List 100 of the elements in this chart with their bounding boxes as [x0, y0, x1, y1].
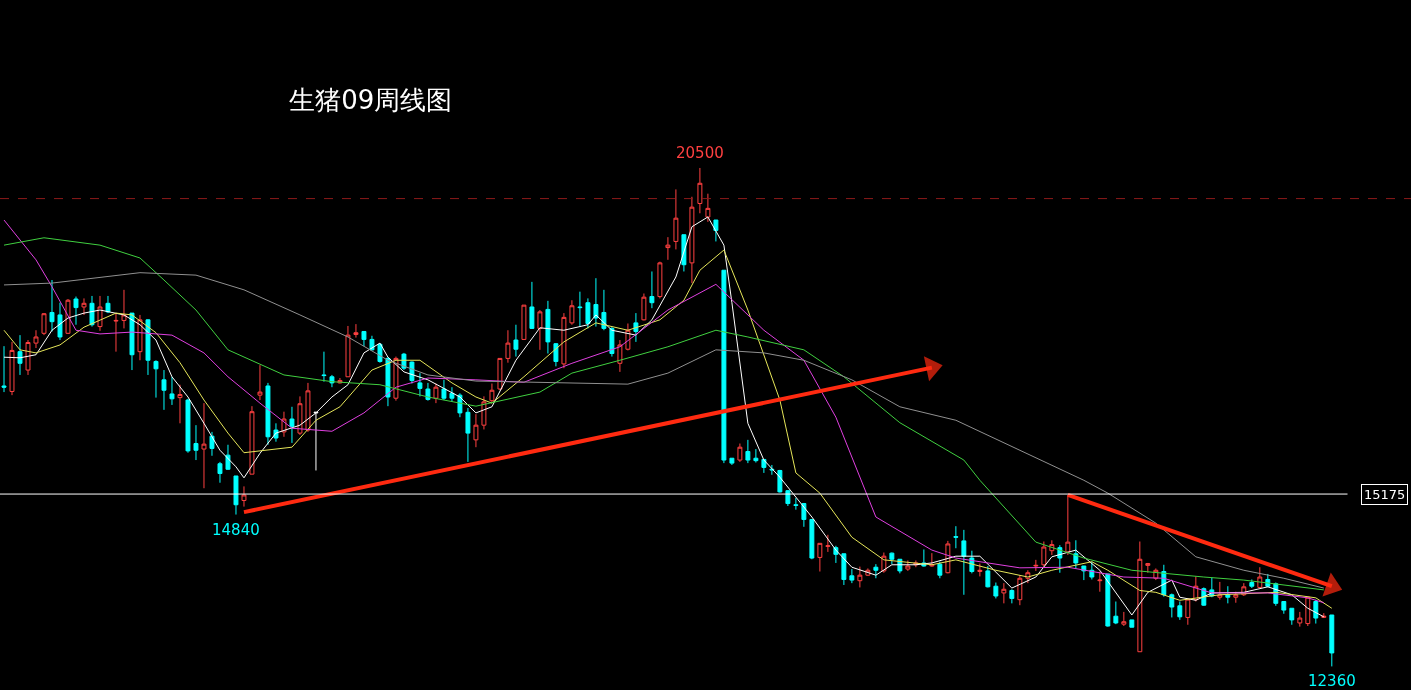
candlestick	[993, 582, 999, 599]
candlestick	[321, 351, 327, 383]
candlestick	[641, 293, 647, 321]
candlestick	[1113, 601, 1119, 625]
candlestick	[657, 261, 663, 299]
candlestick	[737, 443, 743, 463]
candlestick	[825, 534, 831, 553]
candlestick	[537, 309, 543, 351]
candlestick	[73, 296, 79, 326]
candlestick	[1033, 559, 1039, 572]
candlestick	[313, 411, 319, 471]
candlestick	[929, 552, 935, 568]
candlestick	[161, 369, 167, 411]
candlestick	[441, 379, 447, 401]
candlestick	[689, 196, 695, 284]
candlestick	[1009, 588, 1015, 604]
candlestick	[1289, 607, 1295, 626]
candlestick	[905, 559, 911, 572]
candlestick	[265, 382, 271, 446]
candlestick	[257, 364, 263, 401]
candlestick	[577, 291, 583, 328]
candlestick	[561, 312, 567, 369]
candlestick	[145, 318, 151, 376]
candlestick	[177, 384, 183, 424]
candlestick	[697, 167, 703, 214]
candlestick	[553, 342, 559, 367]
candlestick	[169, 376, 175, 406]
candlestick	[289, 406, 295, 444]
candlestick	[9, 341, 15, 396]
candlestick	[305, 382, 311, 433]
candlestick	[433, 383, 439, 404]
candlestick	[201, 402, 207, 489]
candlestick	[1177, 601, 1183, 621]
annotation: 12360	[1308, 672, 1356, 690]
candlestick	[481, 395, 487, 430]
candlestick	[1041, 541, 1047, 568]
candlestick	[249, 405, 255, 475]
candlestick	[521, 304, 527, 341]
candlestick	[353, 323, 359, 339]
candlestick	[1169, 593, 1175, 618]
candlestick	[81, 297, 87, 316]
candlestick	[585, 297, 591, 329]
annotation: 14840	[212, 521, 260, 539]
candlestick	[1017, 574, 1023, 606]
candlestick	[49, 279, 55, 332]
candlestick	[593, 277, 599, 328]
candlestick	[713, 219, 719, 242]
candlestick	[1217, 581, 1223, 601]
candlestick	[817, 542, 823, 573]
candlestick	[1137, 541, 1143, 653]
candlestick	[1225, 585, 1231, 604]
candlestick	[857, 566, 863, 588]
candlestick	[121, 289, 127, 329]
candlestick	[753, 448, 759, 464]
candlestick	[1, 345, 7, 393]
candlestick	[849, 568, 855, 584]
candlestick	[745, 439, 751, 464]
candlestick	[473, 413, 479, 448]
candlestick	[417, 372, 423, 397]
candlestick	[361, 330, 367, 347]
candlestick	[841, 553, 847, 586]
candlestick	[793, 497, 799, 511]
candlestick	[1281, 601, 1287, 615]
candlestick	[889, 552, 895, 565]
candlestick	[233, 475, 239, 516]
candlestick	[873, 563, 879, 579]
candlestick	[465, 407, 471, 463]
candlestick	[33, 329, 39, 349]
candlestick	[505, 329, 511, 364]
candlestick	[113, 312, 119, 353]
candlestick	[1249, 578, 1255, 589]
candlestick	[777, 469, 783, 494]
candlestick	[1329, 614, 1335, 667]
candlestick	[57, 302, 63, 341]
candlestick	[1145, 562, 1151, 574]
candlestick	[489, 383, 495, 404]
candlestick	[185, 398, 191, 454]
candlestick	[1065, 494, 1071, 556]
candlestick	[1313, 599, 1319, 625]
candlestick	[1105, 573, 1111, 628]
candlestick	[297, 395, 303, 436]
candlestick	[1097, 571, 1103, 593]
candlestick	[673, 188, 679, 250]
annotation: 20500	[676, 144, 724, 162]
candlestick	[705, 193, 711, 223]
candlestick	[17, 334, 23, 376]
candlestick	[41, 312, 47, 336]
candlestick	[449, 386, 455, 403]
candlestick	[937, 561, 943, 579]
ref-line-label: 15175	[1364, 487, 1406, 502]
candlestick	[497, 357, 503, 391]
candlestick	[1121, 611, 1127, 627]
candlestick	[193, 424, 199, 461]
candlestick	[633, 312, 639, 343]
candlestick	[961, 529, 967, 596]
candlestick	[953, 525, 959, 549]
candlestick	[105, 295, 111, 314]
candlestick	[345, 325, 351, 378]
candlestick	[649, 270, 655, 309]
candlestick	[241, 485, 247, 508]
